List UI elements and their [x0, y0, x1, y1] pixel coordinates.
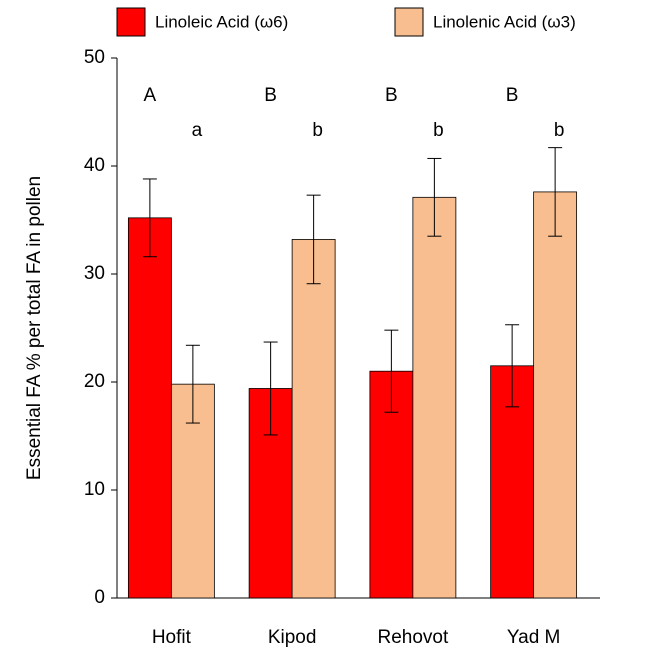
y-tick-label: 40	[84, 155, 105, 176]
group-letter: b	[554, 120, 565, 141]
bar	[291, 239, 336, 599]
legend: Linoleic Acid (ω6) Linolenic Acid (ω3)	[116, 7, 576, 37]
group-letter: b	[312, 120, 323, 141]
x-tick-label: Rehovot	[377, 627, 448, 648]
x-tick-label: Hofit	[152, 627, 192, 648]
error-bar	[263, 341, 278, 436]
error-bar	[384, 329, 399, 413]
y-axis-label: Essential FA % per total FA in pollen	[24, 176, 45, 480]
y-tick-label: 20	[84, 371, 105, 392]
legend-label: Linoleic Acid (ω6)	[155, 12, 288, 31]
error-bar	[306, 194, 321, 285]
group-letter: B	[506, 85, 519, 106]
y-tick-label: 0	[94, 587, 105, 608]
error-bar	[142, 178, 157, 258]
x-tick-label: Kipod	[268, 627, 317, 648]
legend-label: Linolenic Acid (ω3)	[433, 12, 576, 31]
error-bar	[505, 324, 520, 408]
group-letter: B	[385, 85, 398, 106]
y-tick-label: 10	[84, 479, 105, 500]
group-letter: B	[264, 85, 277, 106]
error-bar	[427, 157, 442, 237]
error-bar	[548, 147, 563, 237]
legend-swatch	[116, 7, 146, 37]
group-letter: a	[192, 120, 203, 141]
legend-swatch	[394, 7, 424, 37]
bar	[127, 217, 172, 599]
group-letter: A	[144, 85, 157, 106]
y-tick-label: 50	[84, 47, 105, 68]
error-bar	[185, 344, 200, 424]
group-letter: b	[433, 120, 444, 141]
x-tick-label: Yad M	[507, 627, 561, 648]
y-tick-label: 30	[84, 263, 105, 284]
bar	[533, 191, 578, 599]
bar	[412, 196, 457, 599]
